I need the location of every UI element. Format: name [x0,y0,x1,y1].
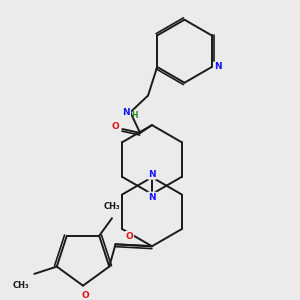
Text: N: N [122,108,130,117]
Text: N: N [148,170,156,179]
Text: N: N [214,62,221,71]
Text: H: H [131,111,137,120]
Text: N: N [148,193,156,202]
Text: O: O [125,232,133,241]
Text: CH₃: CH₃ [104,202,120,211]
Text: O: O [112,122,119,130]
Text: CH₃: CH₃ [13,281,29,290]
Text: O: O [81,291,89,300]
